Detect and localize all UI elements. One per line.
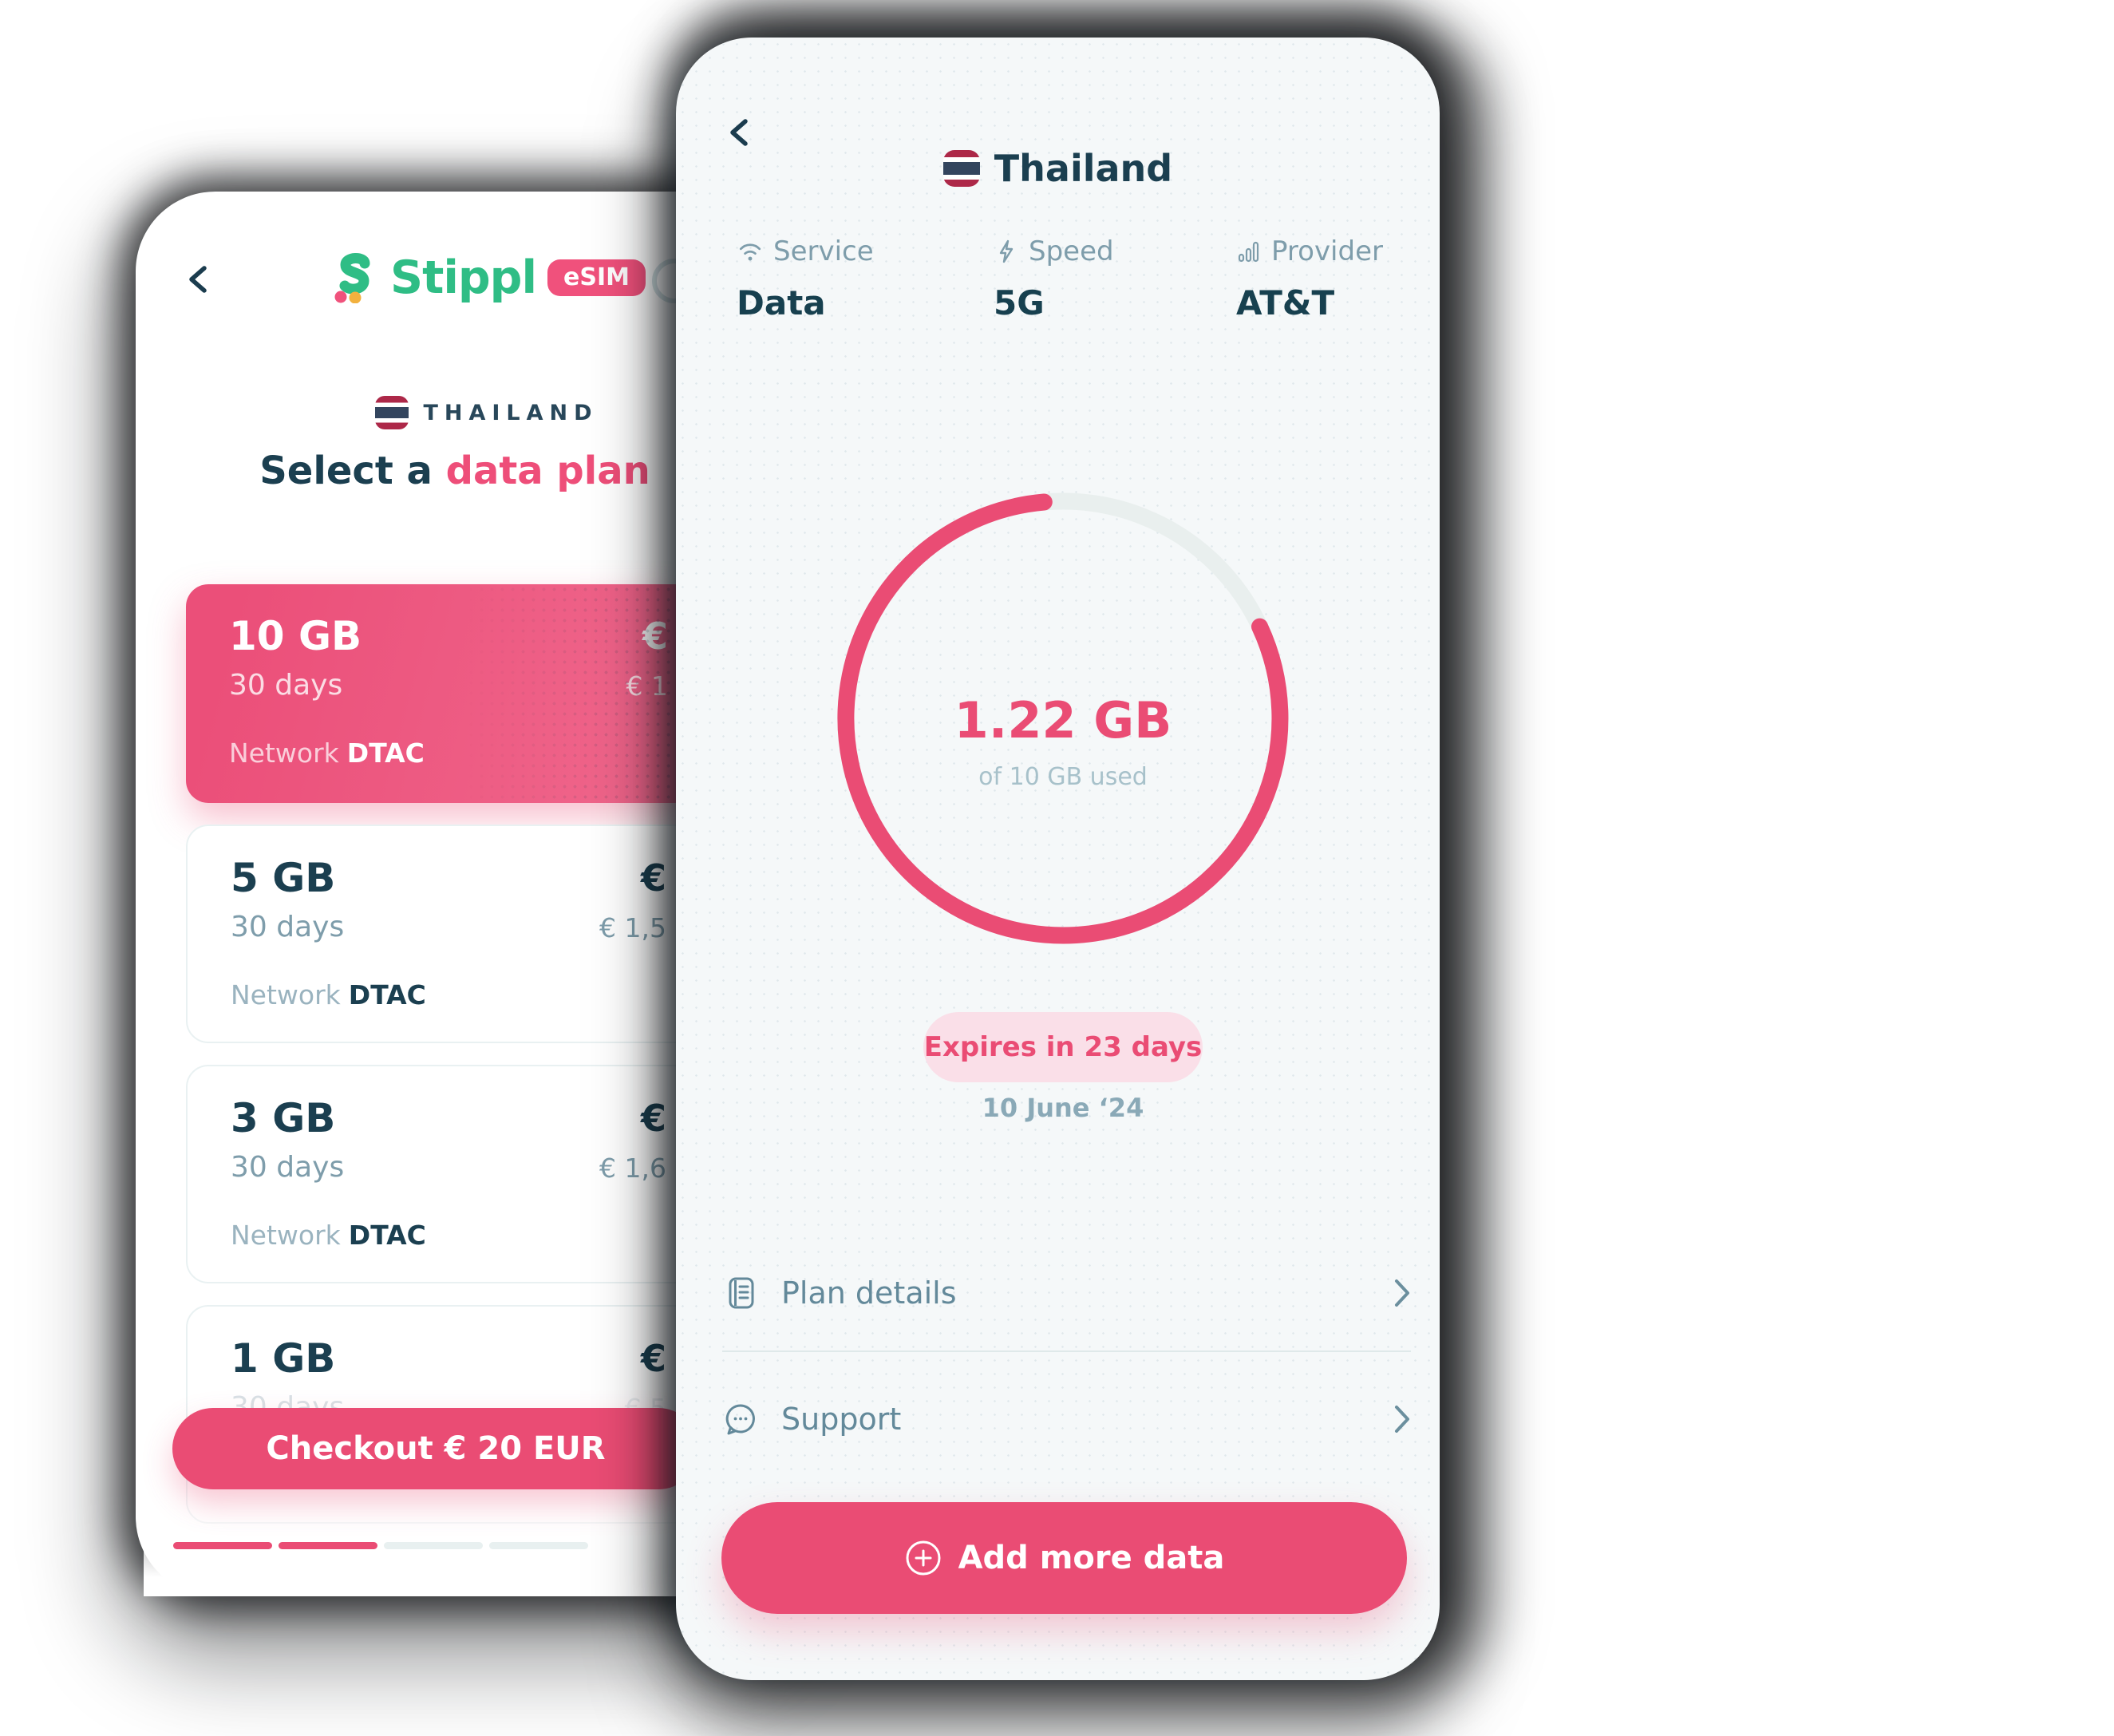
title-accent: data plan bbox=[445, 449, 650, 493]
esim-badge: eSIM bbox=[547, 259, 646, 296]
chevron-left-icon bbox=[189, 266, 207, 293]
info-label: Provider bbox=[1271, 235, 1383, 267]
expires-badge: Expires in 23 days bbox=[923, 1012, 1203, 1082]
info-service: Service Data bbox=[737, 235, 874, 322]
plan-size: 5 GB bbox=[231, 855, 336, 901]
info-value: AT&T bbox=[1236, 283, 1335, 322]
ring-progress bbox=[837, 493, 1289, 944]
network-value: DTAC bbox=[348, 1220, 426, 1251]
plan-duration: 30 days bbox=[231, 911, 345, 943]
info-label: Service bbox=[773, 235, 874, 267]
plan-price-detail: € 1,6 bbox=[599, 1153, 666, 1184]
plus-circle-icon bbox=[906, 1540, 941, 1576]
plan-duration: 30 days bbox=[229, 669, 343, 702]
title-prefix: Select a bbox=[259, 449, 446, 493]
stippl-s-logo-icon bbox=[334, 253, 370, 303]
expiry-date: 10 June ‘24 bbox=[982, 1093, 1144, 1123]
usage-caption: of 10 GB used bbox=[978, 763, 1148, 791]
plan-price-detail: € 1 bbox=[626, 670, 668, 702]
thailand-flag-icon bbox=[942, 150, 980, 187]
back-button[interactable] bbox=[725, 117, 757, 148]
plan-size: 10 GB bbox=[229, 613, 362, 659]
cta-label: Add more data bbox=[958, 1540, 1225, 1576]
info-label: Speed bbox=[1029, 235, 1114, 267]
screen-header: Thailand bbox=[676, 143, 1440, 194]
plan-details-icon bbox=[729, 1277, 754, 1309]
plan-list: 10 GB 30 days Network DTAC € € 1 5 GB 30 … bbox=[186, 584, 697, 1524]
info-value: 5G bbox=[994, 283, 1045, 322]
network-value: DTAC bbox=[348, 979, 426, 1010]
network-label: Network bbox=[229, 738, 339, 769]
plan-card-5gb[interactable]: 5 GB 30 days Network DTAC € € 1,5 bbox=[186, 825, 697, 1043]
chevron-right-icon bbox=[1395, 1406, 1409, 1433]
network-label: Network bbox=[231, 1220, 341, 1251]
plan-card-3gb[interactable]: 3 GB 30 days Network DTAC € € 1,6 bbox=[186, 1065, 697, 1283]
pagination-dash[interactable] bbox=[384, 1542, 483, 1549]
brand-name: Stippl bbox=[390, 251, 537, 304]
usage-ring bbox=[824, 479, 1302, 958]
brand-header: Stippl eSIM bbox=[168, 244, 806, 311]
country-row: THAILAND bbox=[168, 396, 806, 429]
back-button[interactable] bbox=[184, 263, 215, 295]
chevron-right-icon bbox=[1395, 1279, 1409, 1307]
divider bbox=[722, 1350, 1411, 1352]
network-label: Network bbox=[231, 979, 341, 1010]
checkout-button[interactable]: Checkout € 20 EUR bbox=[172, 1408, 699, 1489]
menu-label: Plan details bbox=[781, 1275, 957, 1311]
plan-size: 3 GB bbox=[231, 1095, 336, 1141]
pagination-dash-active[interactable] bbox=[279, 1542, 377, 1549]
menu-item-plan-details[interactable]: Plan details bbox=[722, 1265, 1411, 1321]
chevron-left-icon bbox=[730, 119, 748, 146]
usage-amount: 1.22 GB bbox=[954, 691, 1172, 749]
menu-item-support[interactable]: Support bbox=[722, 1391, 1411, 1447]
info-value: Data bbox=[737, 283, 826, 322]
add-more-data-button[interactable]: Add more data bbox=[721, 1502, 1407, 1614]
usage-ring-chart bbox=[837, 492, 1289, 944]
bolt-icon bbox=[999, 239, 1014, 263]
wifi-icon bbox=[739, 243, 761, 261]
info-provider: Provider AT&T bbox=[1236, 235, 1383, 322]
plan-card-10gb[interactable]: 10 GB 30 days Network DTAC € € 1 bbox=[186, 584, 697, 803]
plan-price: € bbox=[642, 615, 668, 658]
country-label: THAILAND bbox=[423, 400, 599, 425]
signal-bars-icon bbox=[1238, 241, 1259, 263]
plan-duration: 30 days bbox=[231, 1151, 345, 1184]
thailand-flag-icon bbox=[375, 396, 409, 429]
plan-price: € bbox=[640, 1337, 666, 1380]
support-chat-icon bbox=[725, 1404, 755, 1435]
pagination-dash-active[interactable] bbox=[173, 1542, 272, 1549]
plan-price-detail: € 1,5 bbox=[599, 912, 666, 943]
info-speed: Speed 5G bbox=[994, 235, 1114, 322]
usage-screen: Thailand Service Data Speed 5G bbox=[676, 38, 1440, 1680]
pagination-dash[interactable] bbox=[489, 1542, 588, 1549]
pagination-dashes bbox=[173, 1542, 588, 1549]
network-value: DTAC bbox=[346, 738, 425, 769]
plan-price: € bbox=[640, 856, 666, 900]
plan-price: € bbox=[640, 1097, 666, 1140]
page-title: Select a data plan bbox=[136, 449, 774, 493]
usage-summary: 1.22 GB of 10 GB used bbox=[824, 690, 1302, 791]
plan-size: 1 GB bbox=[231, 1335, 336, 1382]
screen-title: Thailand bbox=[994, 147, 1173, 190]
menu-label: Support bbox=[781, 1402, 902, 1437]
